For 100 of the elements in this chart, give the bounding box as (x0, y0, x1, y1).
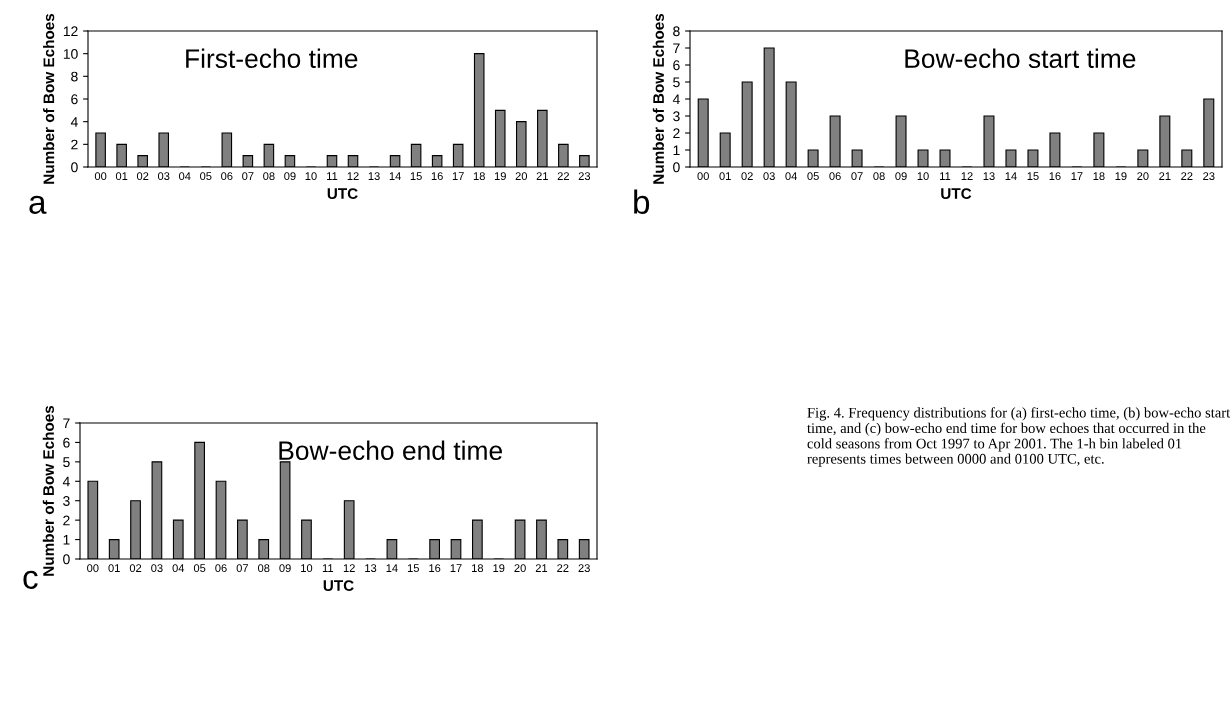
x-tick-label: 02 (741, 172, 753, 181)
y-tick-label: 5 (673, 77, 680, 88)
x-tick-label: 00 (87, 564, 99, 573)
x-tick-label: 20 (514, 564, 526, 573)
x-tick-label: 07 (242, 172, 254, 181)
x-tick-label: 15 (410, 172, 422, 181)
x-tick-label: 11 (327, 172, 338, 180)
text: Bow-echo start time (905, 48, 1136, 68)
x-tick-label: 03 (157, 172, 170, 181)
x-axis-title: UTC (941, 188, 972, 199)
x-axis-title: UTC (327, 188, 358, 199)
x-tick-label: 06 (829, 172, 841, 181)
y-tick-label: 4 (62, 476, 70, 487)
x-tick-label: 22 (557, 172, 569, 180)
x-tick-label: 22 (1181, 172, 1193, 180)
x-tick-label: 23 (1203, 172, 1215, 181)
y-tick-label: 12 (63, 26, 78, 37)
x-tick-label: 00 (697, 172, 709, 181)
x-tick-label: 03 (763, 172, 775, 181)
x-tick-label: 20 (515, 172, 528, 181)
y-axis-title: Number of Bow Echoes (43, 13, 55, 184)
x-tick-label: 16 (429, 564, 441, 573)
x-tick-label: 01 (108, 564, 120, 573)
x-tick-label: 05 (193, 564, 206, 573)
x-tick-label: 02 (136, 172, 149, 181)
x-tick-label: 05 (807, 172, 819, 181)
x-tick-label: 18 (472, 564, 484, 573)
x-tick-label: 15 (1027, 172, 1039, 181)
x-tick-label: 16 (1049, 172, 1061, 181)
x-tick-label: 09 (284, 172, 296, 181)
x-tick-label: 16 (431, 172, 443, 181)
y-tick-label: 7 (673, 43, 680, 54)
x-tick-label: 12 (961, 172, 973, 180)
x-tick-label: 23 (578, 564, 590, 573)
y-tick-label: 2 (673, 128, 680, 139)
y-tick-label: 3 (673, 111, 680, 122)
x-tick-label: 13 (368, 172, 380, 181)
x-tick-label: 06 (221, 172, 233, 181)
x-tick-label: 17 (452, 172, 464, 180)
y-tick-label: 3 (63, 496, 70, 506)
x-tick-label: 04 (179, 172, 191, 181)
y-tick-label: 8 (71, 71, 78, 82)
x-tick-label: 07 (851, 172, 863, 181)
x-tick-label: 19 (493, 564, 505, 573)
text: First-echo time (186, 48, 358, 68)
x-tick-label: 14 (389, 172, 401, 180)
x-tick-label: 13 (983, 172, 995, 181)
x-tick-label: 02 (129, 564, 142, 573)
y-tick-label: 6 (63, 437, 70, 448)
x-tick-label: 10 (305, 172, 317, 181)
y-tick-label: 1 (673, 145, 680, 156)
x-tick-label: 15 (407, 564, 419, 573)
y-tick-label: 5 (63, 457, 70, 468)
y-tick-label: 2 (71, 139, 78, 150)
text: a (29, 195, 47, 214)
x-tick-label: 14 (1005, 172, 1017, 180)
x-tick-label: 01 (719, 172, 731, 181)
y-tick-label: 2 (63, 515, 70, 526)
x-tick-label: 08 (873, 172, 885, 181)
x-tick-label: 18 (473, 172, 485, 181)
x-tick-label: 08 (257, 564, 270, 573)
x-tick-label: 08 (263, 172, 275, 181)
x-tick-label: 04 (172, 564, 185, 573)
x-tick-label: 12 (343, 564, 355, 572)
y-axis-title: Number of Bow Echoes (42, 405, 54, 576)
x-tick-label: 17 (450, 564, 462, 572)
y-tick-label: 6 (673, 60, 680, 71)
x-tick-label: 05 (200, 172, 212, 181)
y-tick-label: 0 (71, 162, 78, 173)
text: Bow-echo end time (279, 440, 502, 460)
x-tick-label: 09 (279, 564, 291, 573)
y-tick-label: 0 (63, 554, 70, 565)
x-tick-label: 21 (536, 172, 548, 180)
x-tick-label: 04 (785, 172, 797, 181)
y-tick-label: 6 (71, 94, 78, 105)
x-tick-label: 20 (1137, 172, 1149, 181)
x-tick-label: 18 (1093, 172, 1105, 181)
x-tick-label: 00 (94, 172, 107, 181)
x-axis-title: UTC (323, 580, 354, 591)
text: b (634, 189, 650, 214)
x-tick-label: 07 (236, 564, 248, 573)
y-tick-label: 4 (672, 94, 680, 105)
y-axis-title: Number of Bow Echoes (652, 13, 664, 184)
x-tick-label: 13 (365, 564, 377, 573)
y-tick-label: 4 (70, 117, 78, 127)
x-tick-label: 19 (1115, 172, 1127, 181)
x-tick-label: 03 (151, 564, 163, 573)
x-tick-label: 11 (322, 564, 334, 572)
x-tick-label: 12 (347, 172, 359, 180)
x-tick-label: 01 (115, 172, 128, 181)
x-tick-label: 22 (557, 564, 569, 572)
y-tick-label: 8 (673, 26, 680, 37)
x-tick-label: 10 (917, 172, 929, 181)
x-tick-label: 14 (386, 564, 398, 572)
x-tick-label: 11 (940, 172, 951, 180)
y-tick-label: 1 (63, 535, 70, 545)
y-tick-label: 0 (673, 162, 680, 173)
x-tick-label: 21 (535, 564, 548, 572)
x-tick-label: 19 (494, 172, 506, 181)
x-tick-label: 09 (895, 172, 907, 181)
